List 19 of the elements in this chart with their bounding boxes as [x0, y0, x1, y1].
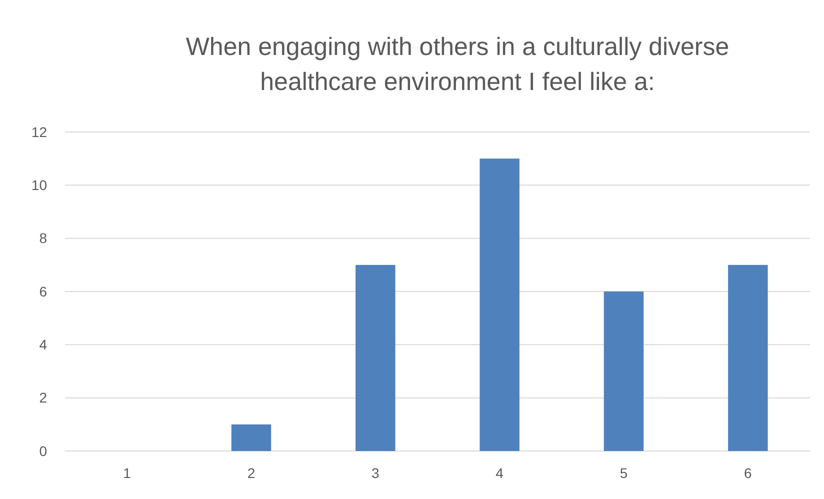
y-tick-label: 2 — [39, 390, 48, 406]
bar — [728, 264, 768, 451]
x-tick-label: 6 — [744, 465, 752, 481]
x-tick-label: 5 — [620, 465, 628, 481]
bar — [604, 292, 644, 451]
x-tick-label: 1 — [123, 465, 132, 481]
y-tick-label: 12 — [31, 124, 48, 140]
x-tick-label: 2 — [247, 465, 256, 481]
x-tick-label: 3 — [372, 465, 380, 481]
y-tick-label: 10 — [31, 177, 48, 194]
bar — [356, 264, 396, 451]
y-tick-label: 4 — [39, 336, 48, 353]
bar — [231, 424, 272, 451]
y-tick-label: 0 — [39, 442, 48, 459]
chart-title: When engaging with others in a culturally diverse healthcare environment I feel like a: — [186, 33, 730, 96]
x-tick-label: 4 — [496, 465, 504, 481]
y-tick-label: 8 — [39, 230, 48, 246]
y-tick-label: 6 — [39, 283, 48, 300]
bar — [480, 158, 520, 451]
